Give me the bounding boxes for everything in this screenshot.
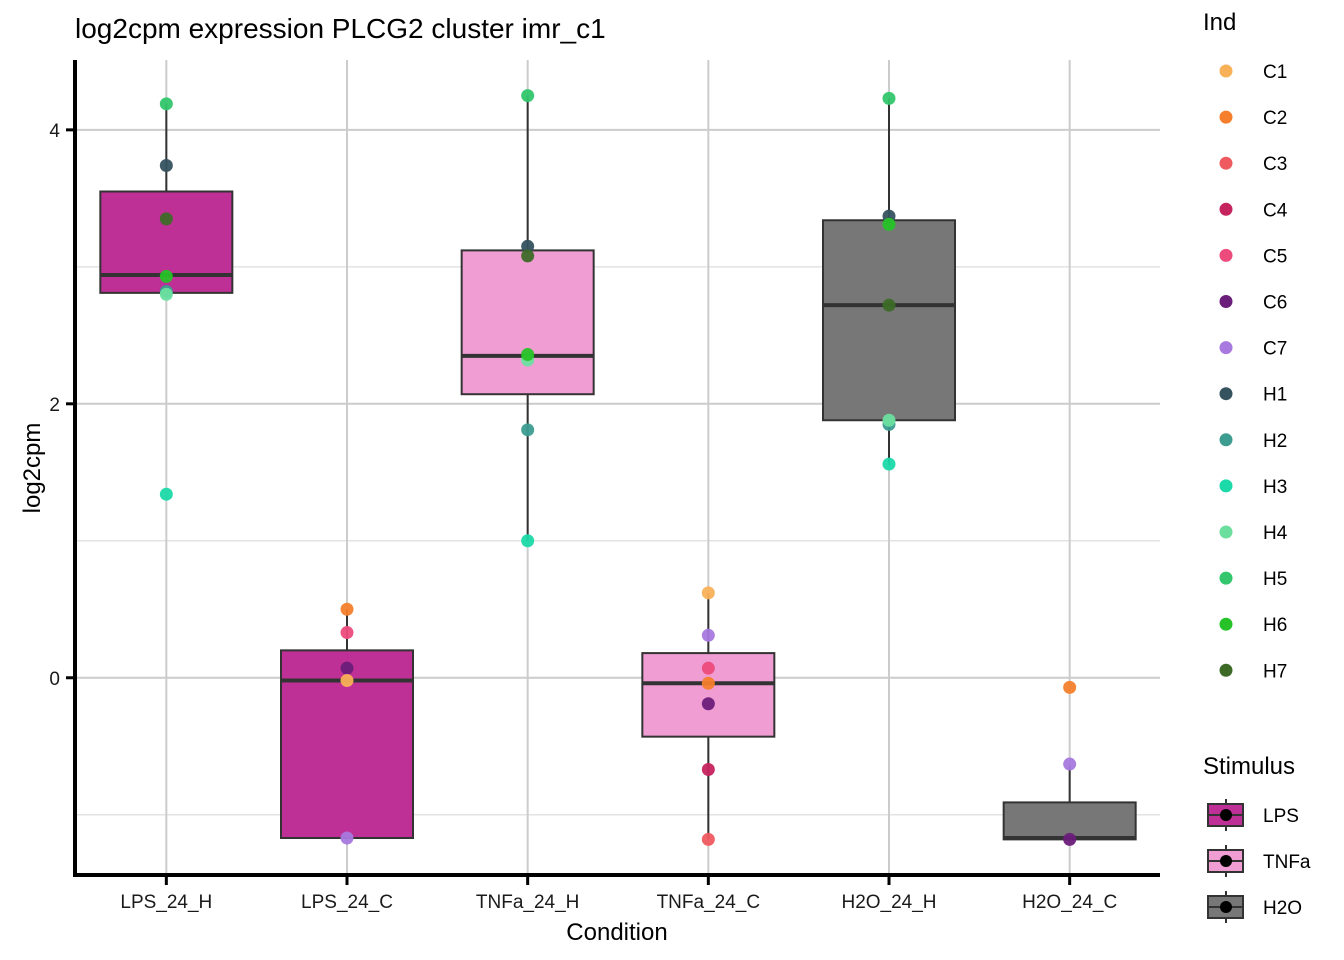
legend-key-LPS xyxy=(1207,799,1244,831)
legend-label-C7: C7 xyxy=(1263,339,1287,360)
box-iqr xyxy=(460,249,595,396)
boxes xyxy=(99,95,1137,841)
data-point-C7 xyxy=(340,831,354,845)
legend-label-LPS: LPS xyxy=(1263,806,1299,827)
legend-key-point xyxy=(1220,809,1232,821)
x-tick-label: TNFa_24_C xyxy=(657,892,761,913)
legend-ind-title: Ind xyxy=(1203,9,1236,36)
points xyxy=(159,89,1077,846)
legend-key-H7 xyxy=(1219,663,1233,677)
legend-key-C6 xyxy=(1219,295,1233,308)
data-point-H4 xyxy=(159,287,173,301)
data-point-C2 xyxy=(701,676,715,690)
box-LPS_24_H xyxy=(99,103,234,294)
data-point-C2 xyxy=(1063,680,1077,694)
data-point-H3 xyxy=(882,457,896,471)
legend-label-C2: C2 xyxy=(1263,108,1287,129)
data-point-H7 xyxy=(521,249,535,263)
box-H2O_24_H xyxy=(822,98,956,466)
legend-key-C5 xyxy=(1219,248,1233,262)
data-point-C5 xyxy=(701,661,715,675)
legend-key-H2 xyxy=(1219,433,1233,447)
data-point-H3 xyxy=(521,534,535,548)
y-tick-label: 4 xyxy=(49,121,60,142)
x-tick-label: TNFa_24_H xyxy=(476,892,580,913)
data-point-C1 xyxy=(701,586,715,600)
axes: 0 2 4 LPS_24_H LPS_24_C TNFa_24_H TNFa_24_C H2O… xyxy=(49,60,1160,913)
legend-stimulus-title: Stimulus xyxy=(1203,753,1295,780)
x-tick-label: H2O_24_C xyxy=(1022,892,1117,913)
legend-key-H1 xyxy=(1219,387,1233,401)
legend-label-H6: H6 xyxy=(1263,615,1287,636)
legend-key-point xyxy=(1220,855,1232,867)
data-point-C6 xyxy=(340,661,354,675)
box-LPS_24_C xyxy=(280,609,414,840)
x-tick-label: LPS_24_H xyxy=(120,892,212,913)
legend-key-C7 xyxy=(1219,341,1233,355)
data-point-H6 xyxy=(521,347,535,361)
data-point-C1 xyxy=(340,673,354,687)
legend-key-H3 xyxy=(1219,479,1233,493)
legend-label-TNFa: TNFa xyxy=(1263,852,1311,873)
legend-label-H3: H3 xyxy=(1263,477,1287,498)
data-point-C5 xyxy=(340,626,354,640)
data-point-H6 xyxy=(882,217,896,231)
grid xyxy=(76,60,1160,875)
box-H2O_24_C xyxy=(1002,765,1137,841)
legend-label-C6: C6 xyxy=(1263,293,1287,314)
legend-label-H2O: H2O xyxy=(1263,898,1302,919)
data-point-C7 xyxy=(701,628,715,642)
data-point-C2 xyxy=(340,602,354,616)
data-point-H5 xyxy=(882,91,896,105)
data-point-C7 xyxy=(1063,757,1077,771)
legend-key-C2 xyxy=(1219,110,1233,124)
y-axis-title: log2cpm xyxy=(19,423,46,514)
legend-key-point xyxy=(1220,901,1232,913)
legend-ind: Ind C1 C2 C3 C4 C5 C6 C7 H1 H2 H3 H4 H5 H6 H7 xyxy=(1203,9,1288,682)
x-axis-title: Condition xyxy=(566,919,667,946)
box-TNFa_24_H xyxy=(460,95,595,541)
data-point-H1 xyxy=(159,158,173,172)
data-point-C3 xyxy=(701,832,715,846)
legend-label-H1: H1 xyxy=(1263,385,1287,406)
data-point-H7 xyxy=(159,212,173,226)
x-tick-label: LPS_24_C xyxy=(301,892,393,913)
legend-key-H6 xyxy=(1219,617,1233,631)
box-iqr xyxy=(822,219,956,422)
data-point-H5 xyxy=(159,97,173,111)
legend-key-C4 xyxy=(1219,202,1233,216)
legend-key-TNFa xyxy=(1207,845,1244,877)
data-point-H4 xyxy=(882,413,896,427)
y-tick-label: 0 xyxy=(49,669,60,690)
data-point-H5 xyxy=(521,89,535,103)
y-tick-label: 2 xyxy=(49,395,60,416)
data-point-C6 xyxy=(701,697,715,711)
data-point-H2 xyxy=(521,423,535,437)
legend-label-H7: H7 xyxy=(1263,661,1287,682)
legend-label-H4: H4 xyxy=(1263,523,1288,544)
data-point-C6 xyxy=(1063,832,1077,846)
data-point-H6 xyxy=(159,269,173,283)
data-point-C4 xyxy=(701,763,715,777)
x-tick-label: H2O_24_H xyxy=(841,892,936,913)
legend-label-H2: H2 xyxy=(1263,431,1287,452)
legend-key-H4 xyxy=(1219,525,1233,539)
legend-key-C1 xyxy=(1219,64,1233,78)
legend-label-C4: C4 xyxy=(1263,200,1288,221)
legend-label-C5: C5 xyxy=(1263,246,1287,267)
data-point-H3 xyxy=(159,487,173,501)
legend-key-C3 xyxy=(1219,156,1233,170)
data-point-H1 xyxy=(521,239,535,253)
legend-stimulus: Stimulus LPS TNFa H2O xyxy=(1203,753,1311,923)
chart-title: log2cpm expression PLCG2 cluster imr_c1 xyxy=(75,13,606,44)
legend-key-H2O xyxy=(1207,891,1244,923)
legend-label-C1: C1 xyxy=(1263,62,1287,83)
legend-label-C3: C3 xyxy=(1263,154,1287,175)
legend-label-H5: H5 xyxy=(1263,569,1287,590)
data-point-H7 xyxy=(882,298,896,312)
legend-key-H5 xyxy=(1219,571,1233,585)
